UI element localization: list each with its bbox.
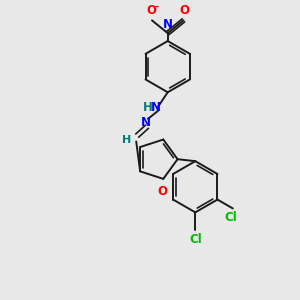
Text: N: N [151,101,161,115]
Text: O: O [179,4,190,17]
Text: O: O [146,4,156,17]
Text: H: H [143,101,153,115]
Text: O: O [157,185,167,198]
Text: -: - [155,2,159,11]
Text: N: N [163,18,173,31]
Text: Cl: Cl [224,212,237,224]
Text: N: N [141,116,151,129]
Text: H: H [122,136,131,146]
Text: Cl: Cl [189,233,202,246]
